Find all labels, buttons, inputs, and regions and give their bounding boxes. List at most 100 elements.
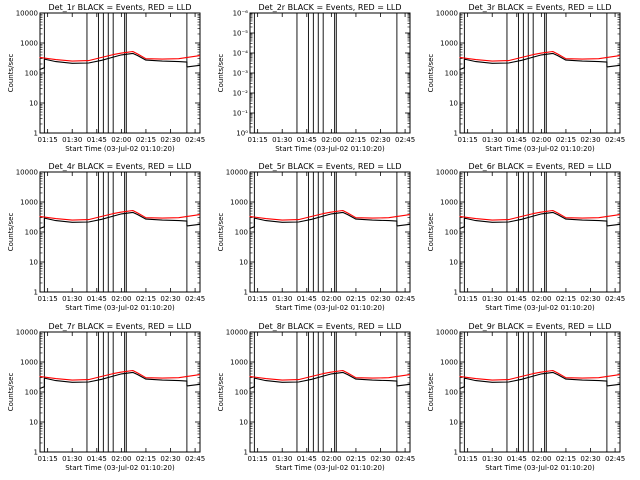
series-lld-line [459, 50, 621, 62]
series-lld-line [249, 369, 411, 381]
y-axis-label: Counts/sec [427, 54, 435, 93]
x-axis-label: Start Time (03-Jul-02 01:10:20) [65, 304, 175, 312]
x-tick-label: 01:30 [62, 455, 82, 463]
x-tick-label: 02:45 [605, 136, 625, 144]
y-axis-label: Counts/sec [427, 213, 435, 252]
panel-title: Det_6r BLACK = Events, RED = LLD [468, 162, 611, 171]
y-tick-label: 10 [239, 419, 248, 427]
x-axis-label: Start Time (03-Jul-02 01:10:20) [65, 464, 175, 472]
panel-6: Det_6r BLACK = Events, RED = LLD 01:15 01:… [427, 162, 625, 312]
series-events-line [459, 371, 621, 390]
y-tick-label: 10 [29, 259, 38, 267]
y-tick-label: 1000 [440, 359, 458, 367]
x-tick-label: 02:45 [395, 136, 415, 144]
y-axis-label: Counts/sec [217, 373, 225, 412]
x-tick-label: 01:30 [62, 295, 82, 303]
x-tick-label: 02:15 [346, 136, 366, 144]
x-tick-label: 02:00 [321, 136, 341, 144]
y-tick-label: 10000 [436, 169, 458, 177]
y-tick-label: 100 [445, 229, 458, 237]
series-events-line [249, 211, 411, 230]
y-tick-label: 100 [235, 389, 248, 397]
y-tick-label: 1 [34, 449, 38, 457]
x-tick-label: 01:15 [458, 136, 478, 144]
y-axis-label: Counts/sec [7, 213, 15, 252]
y-tick-label: 1000 [20, 359, 38, 367]
y-tick-label: 10⁻⁶ [233, 10, 249, 18]
y-tick-label: 100 [25, 389, 38, 397]
panel-1: Det_1r BLACK = Events, RED = LLD 01:15 01:… [7, 3, 205, 153]
x-tick-label: 01:15 [38, 455, 58, 463]
series-events-line [459, 211, 621, 230]
x-tick-label: 02:15 [136, 455, 156, 463]
y-axis-label: Counts/sec [7, 373, 15, 412]
x-tick-label: 01:45 [87, 136, 107, 144]
y-tick-label: 10⁻² [233, 90, 249, 98]
x-tick-label: 01:30 [62, 136, 82, 144]
y-tick-label: 10000 [226, 169, 248, 177]
y-tick-label: 1 [34, 289, 38, 297]
x-axis-label: Start Time (03-Jul-02 01:10:20) [65, 145, 175, 153]
x-tick-label: 01:45 [297, 455, 317, 463]
x-tick-label: 01:45 [87, 295, 107, 303]
x-tick-label: 01:15 [458, 295, 478, 303]
x-tick-label: 01:15 [248, 136, 268, 144]
series-events-line [39, 371, 201, 390]
x-tick-label: 02:30 [580, 136, 600, 144]
panel-8: Det_8r BLACK = Events, RED = LLD 01:15 01:… [217, 322, 415, 472]
x-tick-label: 02:15 [136, 136, 156, 144]
y-tick-label: 10⁻³ [233, 70, 249, 78]
series-lld-line [249, 209, 411, 221]
x-tick-label: 02:00 [111, 295, 131, 303]
y-tick-label: 10⁰ [236, 130, 248, 138]
y-axis-label: Counts/sec [427, 373, 435, 412]
x-tick-label: 02:15 [556, 136, 576, 144]
x-tick-label: 01:30 [482, 455, 502, 463]
x-tick-label: 01:15 [458, 455, 478, 463]
series-lld-line [39, 369, 201, 381]
x-axis-label: Start Time (03-Jul-02 01:10:20) [485, 304, 595, 312]
x-tick-label: 02:30 [370, 455, 390, 463]
x-tick-label: 01:45 [297, 295, 317, 303]
y-tick-label: 100 [445, 389, 458, 397]
x-tick-label: 02:30 [370, 136, 390, 144]
x-tick-label: 02:00 [111, 136, 131, 144]
x-axis-label: Start Time (03-Jul-02 01:10:20) [485, 464, 595, 472]
x-tick-label: 02:00 [321, 455, 341, 463]
panel-2: Det_2r BLACK = Events, RED = LLD 01:15 01:… [217, 3, 415, 153]
x-tick-label: 02:30 [580, 455, 600, 463]
plot-frame [459, 12, 621, 134]
series-lld-line [39, 209, 201, 221]
y-tick-label: 1 [454, 289, 458, 297]
x-tick-label: 01:45 [507, 136, 527, 144]
plot-frame [249, 171, 411, 293]
x-tick-label: 02:45 [185, 136, 205, 144]
panel-title: Det_1r BLACK = Events, RED = LLD [48, 3, 191, 12]
x-tick-label: 02:15 [136, 295, 156, 303]
x-tick-label: 01:30 [482, 136, 502, 144]
x-tick-label: 02:45 [395, 455, 415, 463]
panel-title: Det_5r BLACK = Events, RED = LLD [258, 162, 401, 171]
y-tick-label: 10 [449, 100, 458, 108]
x-tick-label: 02:00 [531, 136, 551, 144]
x-tick-label: 02:30 [160, 455, 180, 463]
x-tick-label: 01:45 [297, 136, 317, 144]
x-tick-label: 02:15 [346, 295, 366, 303]
y-tick-label: 1000 [440, 199, 458, 207]
y-tick-label: 100 [25, 229, 38, 237]
y-tick-label: 10000 [436, 329, 458, 337]
x-axis-label: Start Time (03-Jul-02 01:10:20) [275, 304, 385, 312]
x-tick-label: 02:15 [556, 455, 576, 463]
panel-title: Det_2r BLACK = Events, RED = LLD [258, 3, 401, 12]
y-tick-label: 10 [449, 259, 458, 267]
panel-9: Det_9r BLACK = Events, RED = LLD 01:15 01:… [427, 322, 625, 472]
panel-title: Det_7r BLACK = Events, RED = LLD [48, 322, 191, 331]
y-tick-label: 10⁻¹ [233, 110, 249, 118]
y-tick-label: 1000 [20, 199, 38, 207]
y-tick-label: 100 [235, 229, 248, 237]
series-lld-line [459, 209, 621, 221]
y-axis-label: Counts/sec [7, 54, 15, 93]
x-tick-label: 01:45 [507, 455, 527, 463]
y-tick-label: 10000 [436, 10, 458, 18]
